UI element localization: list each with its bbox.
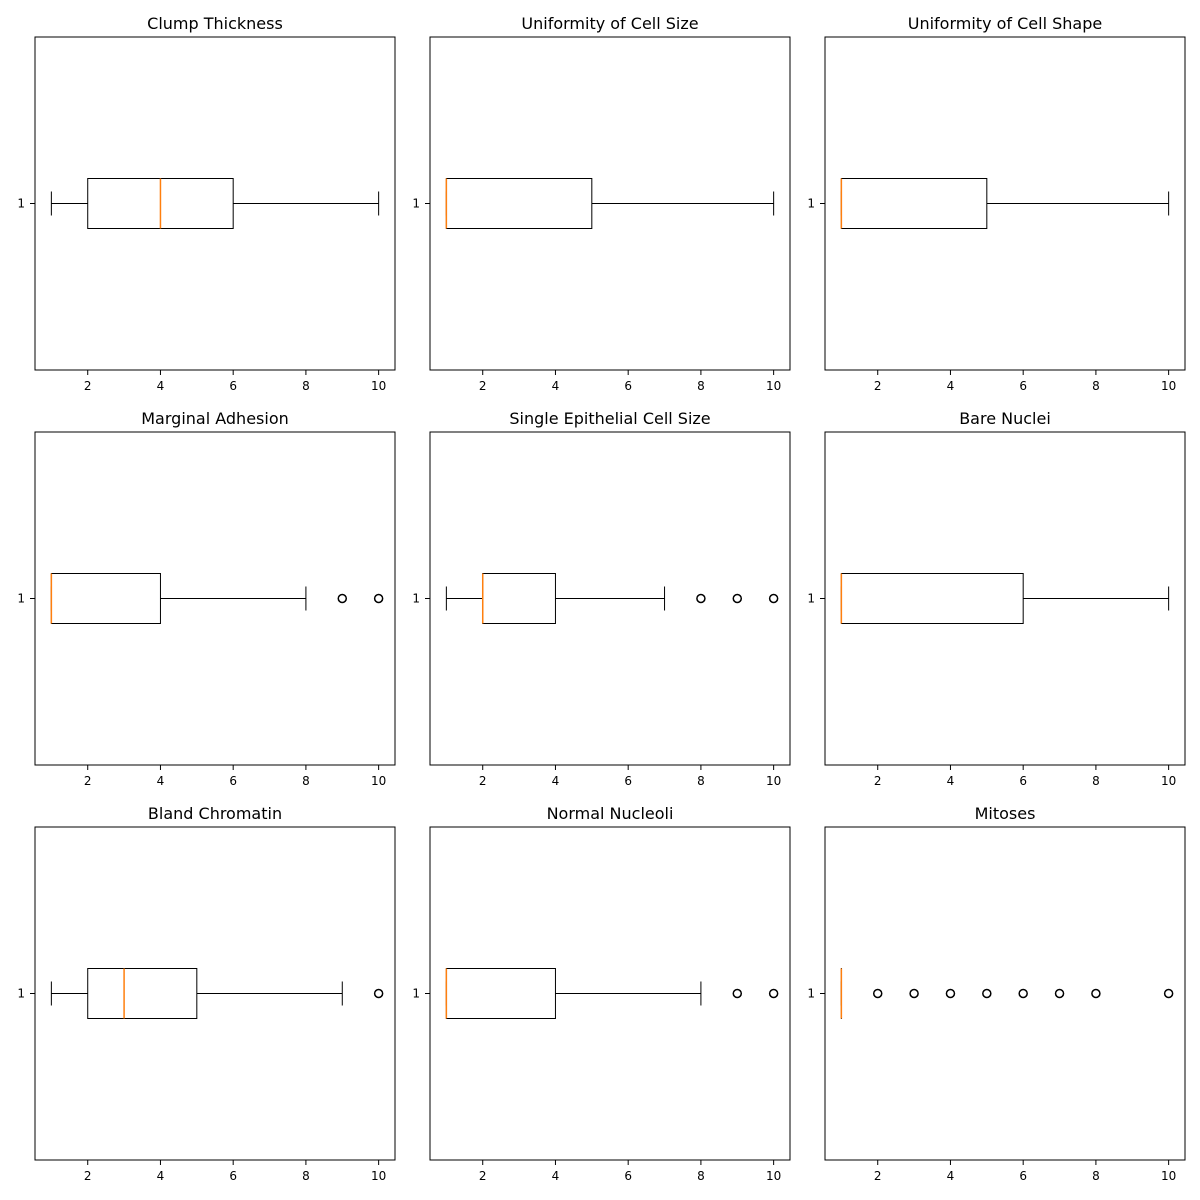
x-tick-label: 8 [697, 379, 705, 393]
panel-title: Normal Nucleoli [547, 804, 674, 823]
x-tick-label: 10 [1161, 774, 1176, 788]
x-tick-label: 6 [1019, 379, 1027, 393]
outlier-point [1054, 988, 1065, 999]
x-tick-label: 4 [157, 774, 165, 788]
x-tick-label: 10 [1161, 379, 1176, 393]
boxplot-panel: Marginal Adhesion 2 4 6 8 10 1 [17, 409, 396, 788]
panel-title: Bare Nuclei [959, 409, 1051, 428]
x-tick-label: 4 [947, 1169, 955, 1183]
x-tick-label: 6 [229, 1169, 237, 1183]
y-tick-label: 1 [17, 592, 25, 606]
y-tick-label: 1 [17, 197, 25, 211]
outlier-point [337, 593, 348, 604]
x-tick-label: 2 [479, 379, 487, 393]
y-tick-label: 1 [412, 987, 420, 1001]
boxplot-panel: Clump Thickness 2 4 6 8 10 1 [17, 14, 396, 393]
panel-title: Mitoses [975, 804, 1036, 823]
x-tick-label: 8 [302, 379, 310, 393]
x-tick-label: 4 [552, 774, 560, 788]
outlier-point [768, 593, 779, 604]
boxplot-panel: Bare Nuclei 2 4 6 8 10 1 [807, 409, 1186, 788]
outlier-point [1091, 988, 1101, 999]
x-tick-label: 6 [1019, 774, 1027, 788]
x-tick-label: 10 [1161, 1169, 1176, 1183]
x-tick-label: 2 [84, 774, 92, 788]
x-tick-label: 10 [371, 774, 386, 788]
outlier-point [945, 988, 956, 999]
outlier-point [872, 988, 883, 999]
x-tick-label: 8 [697, 774, 705, 788]
y-tick-label: 1 [807, 197, 815, 211]
boxplot-panel: Bland Chromatin 2 4 6 8 10 1 [17, 804, 396, 1183]
iqr-box [87, 968, 198, 1019]
y-tick-label: 1 [412, 592, 420, 606]
x-tick-label: 2 [874, 1169, 882, 1183]
x-tick-label: 2 [479, 1169, 487, 1183]
x-tick-label: 6 [624, 379, 632, 393]
x-tick-label: 4 [947, 774, 955, 788]
x-tick-label: 8 [697, 1169, 705, 1183]
outlier-point [768, 988, 779, 999]
x-tick-label: 4 [552, 1169, 560, 1183]
x-tick-label: 4 [157, 1169, 165, 1183]
outlier-point [373, 988, 384, 999]
outlier-point [696, 593, 706, 604]
y-tick-label: 1 [807, 987, 815, 1001]
panel-title: Bland Chromatin [148, 804, 282, 823]
x-tick-label: 6 [1019, 1169, 1027, 1183]
x-tick-label: 10 [766, 1169, 781, 1183]
panel-title: Marginal Adhesion [141, 409, 289, 428]
x-tick-label: 8 [1092, 1169, 1100, 1183]
x-tick-label: 8 [1092, 774, 1100, 788]
x-tick-label: 2 [874, 774, 882, 788]
outlier-point [982, 988, 992, 999]
x-tick-label: 10 [371, 379, 386, 393]
y-tick-label: 1 [412, 197, 420, 211]
x-tick-label: 4 [552, 379, 560, 393]
x-tick-label: 4 [947, 379, 955, 393]
y-tick-label: 1 [807, 592, 815, 606]
x-tick-label: 10 [766, 379, 781, 393]
x-tick-label: 2 [84, 1169, 92, 1183]
boxplot-panel: Normal Nucleoli 2 4 6 8 10 1 [412, 804, 791, 1183]
outlier-point [732, 988, 743, 999]
boxplot-panel: Uniformity of Cell Size 2 4 6 8 10 1 [412, 14, 791, 393]
x-tick-label: 8 [302, 1169, 310, 1183]
x-tick-label: 8 [1092, 379, 1100, 393]
outlier-point [732, 593, 743, 604]
outlier-point [373, 593, 384, 604]
x-tick-label: 10 [766, 774, 781, 788]
panel-title: Single Epithelial Cell Size [509, 409, 710, 428]
boxplot-panel: Uniformity of Cell Shape 2 4 6 8 10 1 [807, 14, 1186, 393]
boxplot-panel: Mitoses 2 4 6 8 10 1 [807, 804, 1186, 1183]
outlier-point [909, 988, 919, 999]
x-tick-label: 6 [229, 774, 237, 788]
outlier-point [1163, 988, 1174, 999]
x-tick-label: 2 [874, 379, 882, 393]
y-tick-label: 1 [17, 987, 25, 1001]
outlier-point [1018, 988, 1028, 999]
x-tick-label: 8 [302, 774, 310, 788]
x-tick-label: 6 [624, 774, 632, 788]
panel-title: Uniformity of Cell Shape [908, 14, 1102, 33]
x-tick-label: 6 [624, 1169, 632, 1183]
x-tick-label: 4 [157, 379, 165, 393]
panel-title: Uniformity of Cell Size [521, 14, 698, 33]
x-tick-label: 2 [84, 379, 92, 393]
panel-title: Clump Thickness [147, 14, 283, 33]
x-tick-label: 2 [479, 774, 487, 788]
boxplot-panel: Single Epithelial Cell Size 2 4 6 8 10 1 [412, 409, 791, 788]
x-tick-label: 10 [371, 1169, 386, 1183]
x-tick-label: 6 [229, 379, 237, 393]
